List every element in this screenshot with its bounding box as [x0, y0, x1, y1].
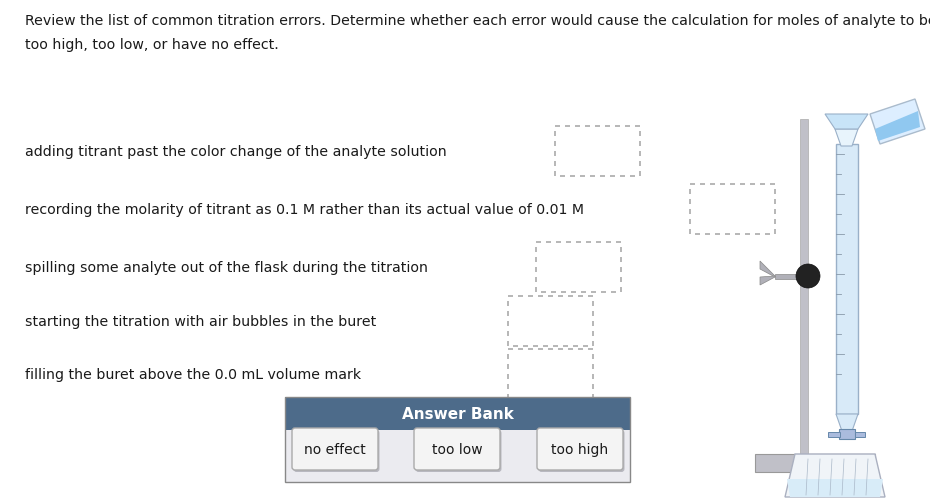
Text: no effect: no effect: [304, 442, 365, 456]
Bar: [828, 432, 840, 437]
Polygon shape: [760, 262, 775, 278]
Bar: [285, 397, 630, 430]
Text: Answer Bank: Answer Bank: [402, 406, 513, 421]
Bar: [755, 454, 875, 472]
Bar: [775, 275, 805, 280]
FancyBboxPatch shape: [538, 430, 625, 472]
Polygon shape: [870, 100, 925, 145]
Polygon shape: [825, 115, 868, 130]
Text: too high, too low, or have no effect.: too high, too low, or have no effect.: [25, 38, 279, 52]
Bar: [285, 430, 630, 482]
Polygon shape: [836, 414, 858, 434]
Polygon shape: [835, 130, 858, 147]
FancyBboxPatch shape: [537, 428, 623, 470]
Bar: [836, 145, 858, 414]
Text: filling the buret above the 0.0 mL volume mark: filling the buret above the 0.0 mL volum…: [25, 367, 361, 381]
FancyBboxPatch shape: [294, 430, 379, 472]
Polygon shape: [760, 277, 775, 286]
Bar: [800, 120, 808, 459]
Polygon shape: [785, 454, 885, 497]
Text: starting the titration with air bubbles in the buret: starting the titration with air bubbles …: [25, 314, 377, 328]
Bar: [285, 397, 630, 482]
Text: adding titrant past the color change of the analyte solution: adding titrant past the color change of …: [25, 145, 446, 159]
Text: too high: too high: [551, 442, 608, 456]
Bar: [855, 432, 865, 437]
Polygon shape: [787, 479, 883, 497]
FancyBboxPatch shape: [292, 428, 378, 470]
Text: too low: too low: [432, 442, 483, 456]
Bar: [839, 429, 855, 439]
Circle shape: [796, 265, 820, 289]
Text: Review the list of common titration errors. Determine whether each error would c: Review the list of common titration erro…: [25, 14, 930, 28]
Polygon shape: [875, 112, 920, 142]
FancyBboxPatch shape: [416, 430, 501, 472]
Text: recording the molarity of titrant as 0.1 M rather than its actual value of 0.01 : recording the molarity of titrant as 0.1…: [25, 202, 584, 216]
Text: spilling some analyte out of the flask during the titration: spilling some analyte out of the flask d…: [25, 261, 428, 275]
FancyBboxPatch shape: [414, 428, 500, 470]
